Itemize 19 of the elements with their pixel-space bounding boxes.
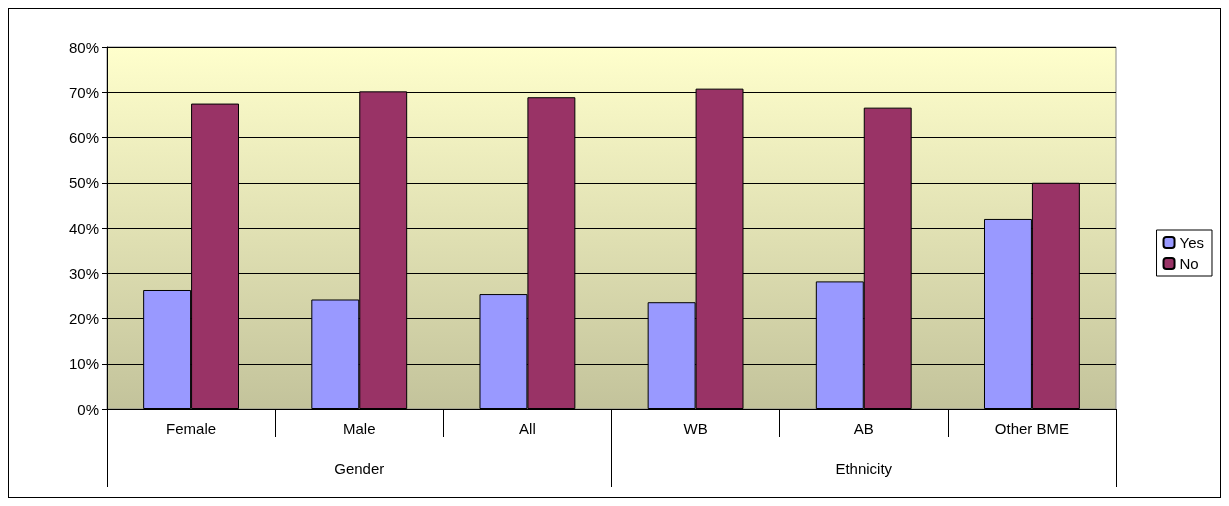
text: Ethnicity [835,460,893,477]
x-tick-label: AB [853,420,874,437]
y-tick-label: 40% [68,219,99,237]
y-tick-label: 70% [68,83,99,101]
y-tick-label: 30% [68,264,99,282]
x-tick-label: Male [342,420,376,437]
text: Gender [334,460,385,477]
legend-label: No [1179,255,1199,272]
y-tick-label: 50% [68,174,99,192]
y-tick-label: 80% [68,38,99,56]
legend-label: Yes [1179,234,1205,251]
y-tick-label: 10% [68,355,99,373]
x-tick-label: Other BME [994,420,1070,437]
y-tick-label: 20% [68,310,99,327]
y-tick-label: 60% [68,129,99,146]
x-tick-label: Female [166,420,217,437]
x-tick-label: All [519,420,536,437]
x-tick-label: WB [683,420,708,437]
y-tick-label: 0% [77,400,99,418]
